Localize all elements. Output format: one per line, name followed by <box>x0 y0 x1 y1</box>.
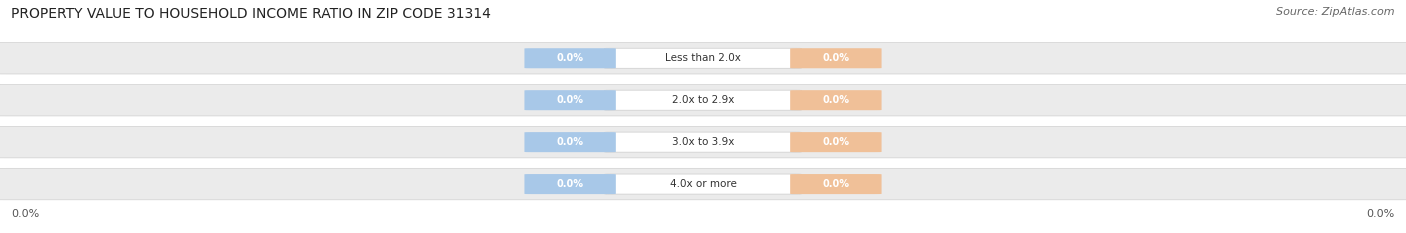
FancyBboxPatch shape <box>605 48 801 68</box>
FancyBboxPatch shape <box>790 48 882 68</box>
FancyBboxPatch shape <box>0 126 1406 158</box>
FancyBboxPatch shape <box>0 42 1406 74</box>
Text: Source: ZipAtlas.com: Source: ZipAtlas.com <box>1277 7 1395 17</box>
FancyBboxPatch shape <box>605 132 801 152</box>
FancyBboxPatch shape <box>605 90 801 110</box>
Text: 0.0%: 0.0% <box>823 53 849 63</box>
FancyBboxPatch shape <box>524 48 616 68</box>
Text: 0.0%: 0.0% <box>557 179 583 189</box>
FancyBboxPatch shape <box>790 90 882 110</box>
Text: 0.0%: 0.0% <box>823 179 849 189</box>
FancyBboxPatch shape <box>524 90 616 110</box>
Text: 3.0x to 3.9x: 3.0x to 3.9x <box>672 137 734 147</box>
FancyBboxPatch shape <box>790 174 882 194</box>
Text: 0.0%: 0.0% <box>11 209 39 219</box>
FancyBboxPatch shape <box>790 132 882 152</box>
Text: PROPERTY VALUE TO HOUSEHOLD INCOME RATIO IN ZIP CODE 31314: PROPERTY VALUE TO HOUSEHOLD INCOME RATIO… <box>11 7 491 21</box>
Text: Less than 2.0x: Less than 2.0x <box>665 53 741 63</box>
FancyBboxPatch shape <box>0 168 1406 200</box>
Text: 0.0%: 0.0% <box>557 53 583 63</box>
FancyBboxPatch shape <box>524 132 616 152</box>
Text: 0.0%: 0.0% <box>823 95 849 105</box>
Text: 2.0x to 2.9x: 2.0x to 2.9x <box>672 95 734 105</box>
FancyBboxPatch shape <box>0 85 1406 116</box>
Text: 0.0%: 0.0% <box>1367 209 1395 219</box>
Text: 0.0%: 0.0% <box>823 137 849 147</box>
Text: 0.0%: 0.0% <box>557 95 583 105</box>
Text: 0.0%: 0.0% <box>557 137 583 147</box>
Text: 4.0x or more: 4.0x or more <box>669 179 737 189</box>
FancyBboxPatch shape <box>524 174 616 194</box>
FancyBboxPatch shape <box>605 174 801 194</box>
